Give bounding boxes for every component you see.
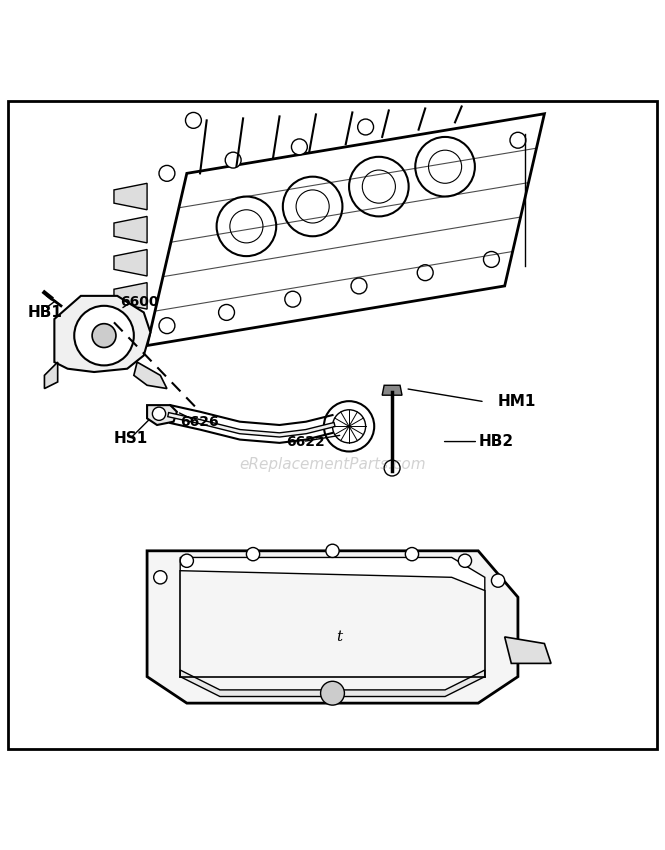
Text: t: t [336,630,342,644]
Circle shape [483,252,499,268]
Text: 6622: 6622 [286,434,325,449]
Polygon shape [180,670,485,696]
Circle shape [510,133,526,148]
Circle shape [384,460,400,476]
Circle shape [417,264,433,281]
Polygon shape [147,551,518,703]
Polygon shape [382,385,402,395]
Polygon shape [147,405,177,425]
Circle shape [159,166,175,181]
Circle shape [74,306,134,366]
Polygon shape [45,362,58,388]
Text: eReplacementParts.com: eReplacementParts.com [239,457,426,473]
Text: HS1: HS1 [114,431,148,445]
Circle shape [180,554,194,568]
Text: HB2: HB2 [478,434,513,449]
Text: HM1: HM1 [498,394,537,410]
Polygon shape [114,184,147,210]
Polygon shape [114,282,147,309]
Circle shape [491,574,505,587]
Circle shape [247,547,259,561]
Polygon shape [180,558,485,591]
Circle shape [92,324,116,348]
Text: 6600: 6600 [120,296,159,309]
Circle shape [324,401,374,451]
Circle shape [326,544,339,558]
Circle shape [219,304,235,320]
Polygon shape [114,217,147,243]
Circle shape [152,407,166,421]
Circle shape [159,318,175,333]
Text: HB1: HB1 [28,305,63,320]
Circle shape [285,292,301,307]
Circle shape [458,554,471,568]
Circle shape [406,547,418,561]
Circle shape [351,278,367,294]
Text: 6626: 6626 [180,415,219,428]
Circle shape [321,682,344,706]
Circle shape [154,570,167,584]
Polygon shape [505,637,551,663]
Polygon shape [134,362,167,388]
Circle shape [225,152,241,168]
Circle shape [291,139,307,155]
Circle shape [186,112,201,128]
Polygon shape [114,250,147,276]
Polygon shape [55,296,150,372]
Circle shape [358,119,374,135]
